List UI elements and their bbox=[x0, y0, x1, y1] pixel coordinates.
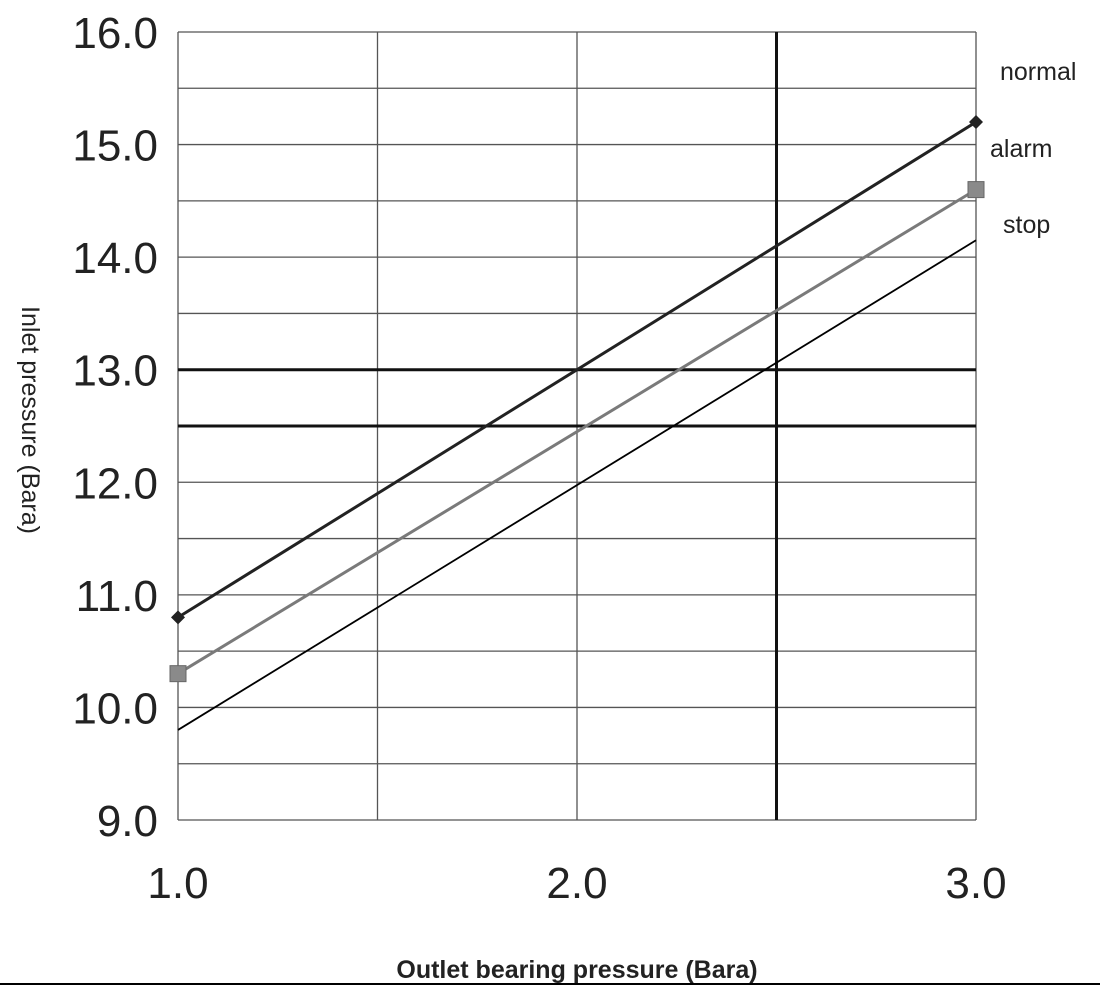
x-tick-label: 2.0 bbox=[546, 859, 607, 908]
y-tick-label: 13.0 bbox=[72, 347, 158, 396]
y-tick-label: 16.0 bbox=[72, 9, 158, 58]
y-tick-label: 11.0 bbox=[76, 572, 158, 621]
series-label-stop: stop bbox=[1003, 211, 1050, 239]
marker-alarm bbox=[169, 665, 187, 683]
series-line-stop bbox=[177, 239, 977, 731]
y-tick-label: 15.0 bbox=[72, 122, 158, 171]
x-axis-title: Outlet bearing pressure (Bara) bbox=[396, 956, 757, 984]
y-tick-label: 14.0 bbox=[72, 234, 158, 283]
series-line-normal bbox=[177, 120, 977, 619]
series-line-alarm bbox=[177, 188, 977, 675]
y-axis-title: Inlet pressure (Bara) bbox=[16, 306, 44, 534]
marker-alarm bbox=[967, 181, 985, 199]
series-lines bbox=[177, 120, 977, 731]
x-tick-label: 1.0 bbox=[147, 859, 208, 908]
marker-normal bbox=[171, 610, 185, 625]
x-tick-label: 3.0 bbox=[945, 859, 1006, 908]
x-tick-labels: 1.0 2.0 3.0 bbox=[147, 859, 1006, 908]
series-label-alarm: alarm bbox=[990, 135, 1053, 163]
series-markers bbox=[169, 115, 985, 683]
series-labels: normal alarm stop bbox=[990, 58, 1076, 239]
y-tick-label: 9.0 bbox=[97, 797, 158, 846]
y-tick-label: 12.0 bbox=[72, 459, 158, 508]
series-label-normal: normal bbox=[1000, 58, 1076, 86]
y-tick-labels: 9.0 10.0 11.0 12.0 13.0 14.0 15.0 16.0 bbox=[72, 9, 158, 846]
marker-normal bbox=[969, 115, 983, 130]
y-tick-label: 10.0 bbox=[72, 684, 158, 733]
